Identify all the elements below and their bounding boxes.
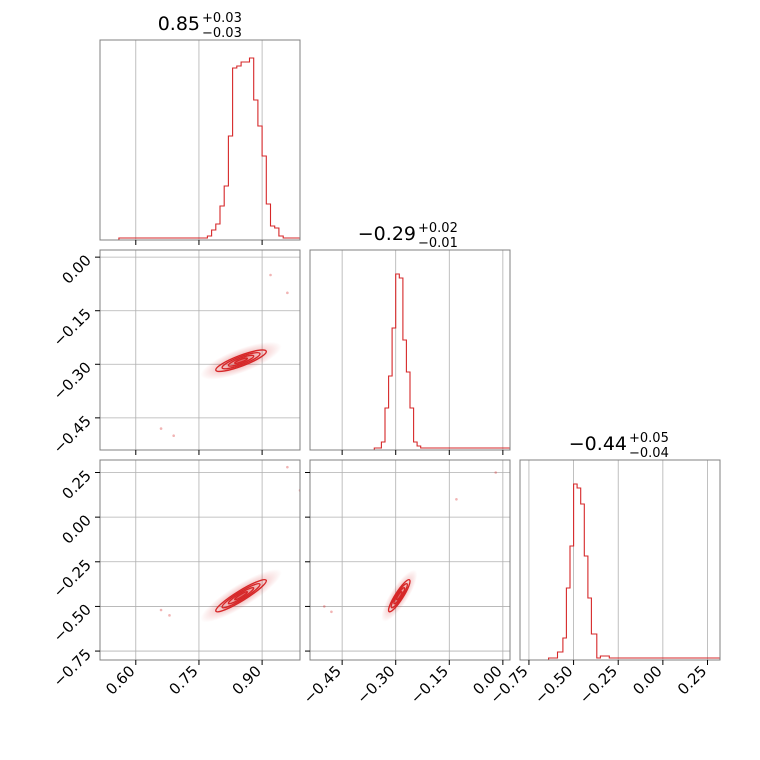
x-tick-label: −0.25 — [576, 662, 621, 707]
title-param-2: −0.29 +0.02 −0.01 — [358, 221, 458, 251]
title-param-3: −0.44 +0.05 −0.04 — [569, 431, 669, 461]
contour-level-4 — [215, 578, 268, 613]
histogram-param-1 — [100, 57, 300, 240]
scatter-point — [322, 605, 326, 608]
title-plus: +0.05 — [629, 431, 669, 446]
contour-level-2 — [393, 586, 406, 605]
title-plus: +0.03 — [202, 11, 242, 26]
panel-frame — [99, 249, 301, 451]
panel-frame — [309, 249, 511, 451]
contour-level-2 — [227, 354, 255, 367]
scatter-point — [286, 465, 289, 469]
panel-2-2 — [309, 249, 511, 455]
panel-plot-area — [100, 40, 300, 240]
y-tick-label: −0.30 — [50, 358, 95, 403]
scatter-point — [168, 614, 171, 617]
contour-level-3 — [390, 582, 409, 609]
histogram-param-2 — [310, 273, 510, 450]
scatter-point — [286, 291, 289, 295]
panel-plot-area — [310, 250, 510, 450]
y-tick-label: −0.15 — [50, 305, 95, 350]
contour-level-3 — [221, 351, 261, 370]
x-tick-label: 0.60 — [102, 662, 138, 698]
title-value: −0.29 — [358, 223, 416, 245]
density-haze — [381, 569, 418, 622]
scatter-point — [269, 273, 272, 277]
y-tick-label: 0.00 — [58, 511, 94, 547]
y-tick-label: 0.00 — [58, 251, 94, 287]
x-tick-label: −0.50 — [531, 662, 576, 707]
panel-frame — [99, 39, 301, 241]
contour-level-1 — [395, 590, 403, 601]
title-plus: +0.02 — [418, 221, 458, 236]
panel-2-1: −0.45 −0.30 −0.15 0.00 — [50, 249, 301, 457]
title-value: −0.44 — [569, 433, 627, 455]
title-minus: −0.03 — [202, 26, 242, 41]
x-tick-label: −0.30 — [353, 662, 398, 707]
y-tick-label: −0.50 — [50, 601, 95, 646]
contour-level-1 — [234, 590, 249, 601]
x-tick-label: 0.90 — [229, 662, 265, 698]
scatter-point — [455, 497, 458, 501]
panel-frame — [99, 459, 301, 661]
title-minus: −0.04 — [629, 446, 669, 461]
y-tick-label: −0.25 — [50, 556, 95, 601]
scatter-point — [330, 610, 333, 614]
y-tick-label: 0.25 — [58, 467, 94, 503]
panel-3-1: 0.60 0.75 0.90 −0.75−0.50−0.25 0.00 0.25 — [50, 459, 301, 698]
contour-level-1 — [234, 357, 249, 365]
scatter-point — [159, 427, 163, 430]
title-minus: −0.01 — [418, 236, 458, 251]
density-haze — [200, 569, 282, 623]
panel-plot-area — [100, 250, 300, 450]
x-tick-label: −0.15 — [407, 662, 452, 707]
panel-3-2: −0.45 −0.30 −0.15 0.00 — [300, 459, 511, 707]
scatter-point — [172, 434, 175, 438]
panel-3-3: −0.75 −0.50 −0.25 0.00 0.25 — [487, 459, 721, 707]
title-value: 0.85 — [158, 13, 200, 35]
contour-level-2 — [227, 586, 255, 605]
y-tick-label: −0.45 — [50, 412, 95, 457]
x-tick-label: −0.45 — [300, 662, 345, 707]
contour-level-4 — [215, 349, 268, 373]
y-tick-label: −0.75 — [50, 645, 95, 690]
panel-frame — [309, 459, 511, 661]
scatter-point — [159, 608, 163, 612]
scatter-point — [494, 471, 498, 474]
x-tick-label: 0.00 — [629, 662, 665, 698]
histogram-param-3 — [520, 483, 720, 660]
contour-level-4 — [387, 578, 411, 613]
density-haze — [200, 341, 282, 380]
panel-plot-area — [100, 460, 300, 660]
x-tick-label: 0.75 — [165, 662, 201, 698]
panel-plot-area — [310, 460, 510, 660]
contour-level-3 — [221, 582, 261, 609]
panel-1-1 — [99, 39, 301, 245]
panel-plot-area — [520, 460, 720, 660]
title-param-1: 0.85 +0.03 −0.03 — [158, 11, 242, 41]
panel-frame — [519, 459, 721, 661]
x-tick-label: 0.25 — [674, 662, 710, 698]
